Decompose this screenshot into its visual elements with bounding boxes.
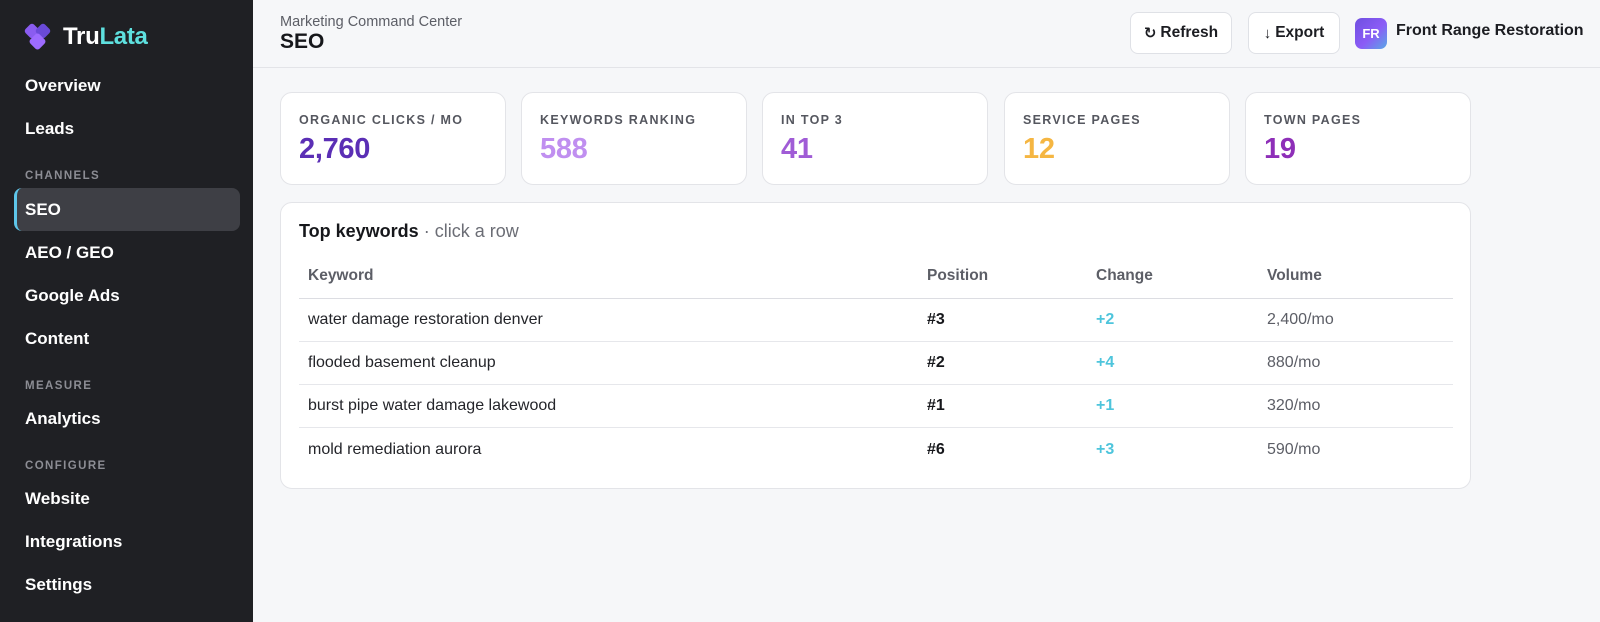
brand[interactable]: TruLata (23, 22, 148, 52)
sidebar-section-configure: CONFIGURE (25, 460, 107, 472)
keywords-table: Keyword Position Change Volume water dam… (299, 254, 1453, 471)
sidebar-section-measure: MEASURE (25, 380, 93, 392)
stat-value: 588 (540, 133, 588, 165)
volume-cell: 880/mo (1267, 354, 1321, 371)
column-header-volume: Volume (1267, 267, 1322, 284)
refresh-icon: ↻ (1143, 25, 1157, 42)
table-row[interactable]: water damage restoration denver #3 +2 2,… (299, 299, 1453, 342)
change-cell: +4 (1096, 354, 1115, 371)
column-header-change: Change (1096, 267, 1153, 284)
sidebar-item-settings[interactable]: Settings (25, 574, 93, 594)
keyword-cell: flooded basement cleanup (308, 354, 496, 371)
top-header: Marketing Command Center SEO ↻ Refresh ↓… (253, 0, 1600, 68)
sidebar-item-leads[interactable]: Leads (25, 118, 75, 138)
sidebar-item-website[interactable]: Website (25, 488, 90, 508)
volume-cell: 2,400/mo (1267, 311, 1334, 328)
sidebar-item-content[interactable]: Content (25, 328, 90, 348)
change-cell: +3 (1096, 440, 1115, 458)
sidebar: TruLata Overview Leads CHANNELS SEO AEO … (0, 0, 253, 622)
account-name[interactable]: Front Range Restoration (1396, 22, 1584, 39)
breadcrumb: Marketing Command Center (280, 14, 463, 30)
brand-name: TruLata (63, 23, 148, 50)
logo-icon (23, 22, 52, 51)
stat-card-keywords-ranking: KEYWORDS RANKING 588 (521, 92, 747, 185)
arrow-down-icon: ↓ (1263, 24, 1272, 42)
refresh-button[interactable]: ↻ Refresh (1130, 12, 1232, 54)
table-header: Keyword Position Change Volume (299, 254, 1453, 299)
sidebar-item-overview[interactable]: Overview (25, 75, 101, 95)
stat-value: 41 (781, 133, 813, 165)
stat-card-service-pages: SERVICE PAGES 12 (1004, 92, 1230, 185)
card-hint: · click a row (418, 221, 519, 241)
sidebar-section-channels: CHANNELS (25, 170, 101, 182)
export-label: Export (1275, 24, 1325, 41)
sidebar-item-integrations[interactable]: Integrations (25, 531, 123, 551)
position-cell: #2 (927, 354, 945, 371)
card-title: Top keywords · click a row (299, 221, 519, 241)
top-keywords-card: Top keywords · click a row Keyword Posit… (280, 202, 1471, 489)
stat-card-in-top-3: IN TOP 3 41 (762, 92, 988, 185)
sidebar-item-seo[interactable]: SEO (14, 188, 240, 231)
refresh-label: Refresh (1160, 24, 1219, 41)
stat-value: 12 (1023, 133, 1055, 165)
table-row[interactable]: mold remediation aurora #6 +3 590/mo (299, 428, 1453, 471)
change-cell: +2 (1096, 311, 1115, 328)
stat-card-organic-clicks: ORGANIC CLICKS / MO 2,760 (280, 92, 506, 185)
position-cell: #3 (927, 311, 945, 328)
keyword-cell: water damage restoration denver (308, 311, 543, 328)
stat-label: SERVICE PAGES (1023, 113, 1141, 127)
position-cell: #6 (927, 440, 945, 458)
table-row[interactable]: burst pipe water damage lakewood #1 +1 3… (299, 385, 1453, 428)
stat-card-town-pages: TOWN PAGES 19 (1245, 92, 1471, 185)
export-button[interactable]: ↓ Export (1248, 12, 1340, 54)
keyword-cell: burst pipe water damage lakewood (308, 397, 557, 414)
sidebar-item-google-ads[interactable]: Google Ads (25, 285, 120, 305)
volume-cell: 590/mo (1267, 440, 1321, 458)
column-header-keyword: Keyword (308, 267, 374, 284)
page-title: SEO (280, 30, 325, 53)
stat-label: KEYWORDS RANKING (540, 113, 697, 127)
stat-value: 19 (1264, 133, 1296, 165)
change-cell: +1 (1096, 397, 1115, 414)
stat-label: IN TOP 3 (781, 113, 844, 127)
table-row[interactable]: flooded basement cleanup #2 +4 880/mo (299, 342, 1453, 385)
column-header-position: Position (927, 267, 989, 284)
stat-label: ORGANIC CLICKS / MO (299, 113, 464, 127)
avatar[interactable]: FR (1355, 18, 1387, 49)
position-cell: #1 (927, 397, 945, 414)
sidebar-item-aeo-geo[interactable]: AEO / GEO (25, 242, 114, 262)
sidebar-item-analytics[interactable]: Analytics (25, 408, 101, 428)
stat-value: 2,760 (299, 133, 371, 165)
stat-label: TOWN PAGES (1264, 113, 1362, 127)
volume-cell: 320/mo (1267, 397, 1321, 414)
keyword-cell: mold remediation aurora (308, 440, 482, 458)
